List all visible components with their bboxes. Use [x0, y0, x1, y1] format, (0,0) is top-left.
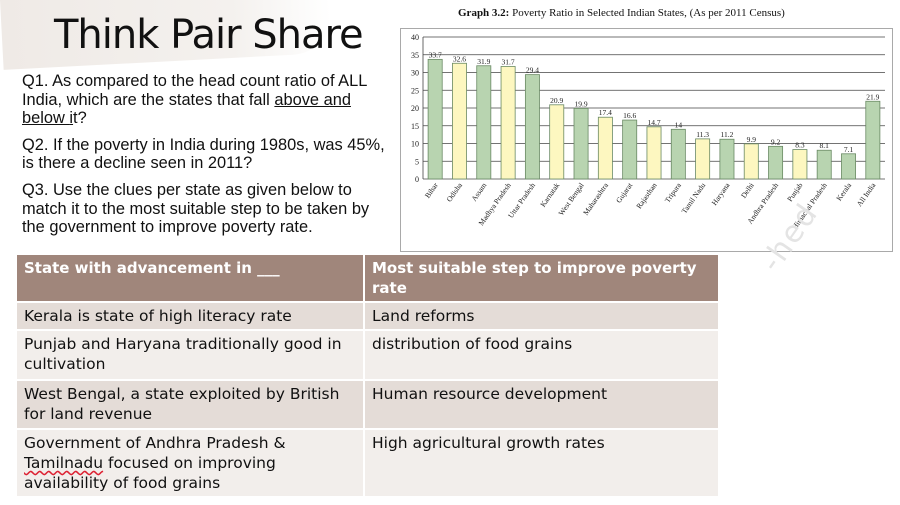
bar [549, 104, 565, 180]
q1-text-end: t? [73, 109, 87, 128]
y-tick-label: 0 [415, 175, 419, 184]
bar [573, 107, 589, 180]
table-row: Government of Andhra Pradesh & Tamilnadu… [15, 428, 720, 498]
question-2: Q2. If the poverty in India during 1980s… [22, 135, 385, 173]
bar [452, 62, 467, 180]
q1-underlined-text: above and below [22, 90, 351, 128]
y-tick-label: 30 [411, 69, 419, 78]
bar-value-label: 9.9 [747, 135, 757, 144]
bar-value-label: 7.1 [844, 145, 854, 154]
table-row: Kerala is state of high literacy rate La… [15, 301, 720, 331]
bar-value-label: 16.6 [623, 111, 636, 120]
y-tick-label: 15 [411, 122, 419, 131]
y-tick-label: 5 [415, 157, 419, 166]
x-tick-label: Kerala [834, 180, 853, 202]
q1-underlined-letter: i [69, 109, 74, 128]
bar [841, 153, 856, 180]
y-tick-label: 20 [411, 104, 419, 113]
x-tick-label: Rajasthan [634, 181, 658, 211]
bar-value-label: 19.9 [574, 99, 587, 108]
table-cell-step: High agricultural growth rates [363, 428, 720, 498]
bar [695, 138, 711, 180]
question-3: Q3. Use the clues per state as given bel… [22, 180, 370, 237]
bar [622, 119, 638, 180]
table-cell-state: Punjab and Haryana traditionally good in… [15, 329, 365, 381]
y-tick-label: 10 [411, 140, 419, 149]
x-tick-label: Karnatak [538, 181, 561, 209]
table-row: West Bengal, a state exploited by Britis… [15, 379, 720, 430]
table-cell-step: Human resource development [363, 379, 720, 430]
bar-value-label: 9.2 [771, 137, 781, 146]
bar [500, 66, 516, 180]
bar-value-label: 29.4 [526, 66, 539, 75]
bar-value-label: 11.2 [721, 130, 734, 139]
bar-value-label: 17.4 [599, 108, 612, 117]
bar-value-label: 33.7 [429, 50, 442, 59]
x-tick-label: Odisha [445, 180, 465, 203]
x-tick-label: Bihar [423, 181, 440, 200]
q1-text: Q1. As compared to the head count ratio … [22, 72, 367, 109]
matching-table: State with advancement in ___ Most suita… [15, 253, 720, 498]
x-tick-label: Maharashtra [581, 180, 610, 216]
bar-value-label: 14 [675, 120, 683, 129]
table-header-row: State with advancement in ___ Most suita… [15, 253, 720, 303]
bar [476, 65, 492, 180]
x-tick-label: All India [855, 180, 878, 208]
bar-value-label: 31.9 [477, 57, 490, 66]
x-tick-label: Tripura [663, 180, 684, 204]
chart-caption-label: Graph 3.2: [458, 7, 510, 19]
table-cell-state: West Bengal, a state exploited by Britis… [15, 379, 365, 430]
y-tick-label: 40 [411, 33, 419, 42]
bar-value-label: 21.9 [866, 92, 879, 101]
bar [743, 143, 759, 180]
x-tick-label: Gujarat [614, 180, 635, 204]
bar [427, 58, 443, 180]
table-cell-step: distribution of food grains [363, 329, 720, 381]
spellcheck-underlined-word: Tamilnadu [24, 454, 104, 472]
table-cell-state: Government of Andhra Pradesh & Tamilnadu… [15, 428, 365, 498]
chart-caption: Graph 3.2: Poverty Ratio in Selected Ind… [458, 7, 785, 19]
bar-value-label: 20.9 [550, 96, 563, 105]
bar-value-label: 32.6 [453, 54, 466, 63]
bar [524, 74, 540, 180]
table-cell-state: Kerala is state of high literacy rate [15, 301, 365, 331]
bar-value-label: 8.3 [795, 141, 805, 150]
bar [792, 149, 808, 180]
slide-title: Think Pair Share [54, 12, 364, 58]
poverty-chart-frame: 0 5 10 15 20 25 30 35 40 33.7 Bihar 32.6 Odisha 31.9 A… [400, 28, 893, 252]
bar [768, 145, 784, 180]
table-header-step: Most suitable step to improve poverty ra… [363, 253, 720, 303]
y-tick-label: 25 [411, 86, 419, 95]
cell-text: Government of Andhra Pradesh & [24, 434, 286, 452]
x-tick-label: Assam [469, 181, 488, 203]
x-tick-label: Haryana [710, 180, 732, 207]
table-row: Punjab and Haryana traditionally good in… [15, 329, 720, 381]
bar [816, 149, 832, 180]
bar-value-label: 31.7 [502, 57, 515, 66]
table-header-state: State with advancement in ___ [15, 253, 365, 303]
cell-text-end: focused on improving availability of foo… [24, 454, 276, 492]
bar-value-label: 14.7 [647, 118, 660, 127]
x-tick-label: Tamil Nadu [680, 181, 708, 215]
questions-block: Q1. As compared to the head count ratio … [22, 72, 387, 245]
table-cell-step: Land reforms [363, 301, 720, 331]
bar [597, 116, 613, 180]
poverty-bar-chart: 0 5 10 15 20 25 30 35 40 33.7 Bihar 32.6 Odisha 31.9 A… [411, 33, 885, 231]
x-tick-label: Delhi [739, 181, 756, 200]
bar-value-label: 11.3 [696, 130, 709, 139]
bar-value-label: 8.1 [820, 141, 830, 150]
bar [719, 138, 735, 180]
y-tick-label: 35 [411, 51, 419, 60]
bar [646, 126, 662, 180]
bar [865, 100, 881, 180]
bar [670, 128, 686, 180]
chart-caption-text: Poverty Ratio in Selected Indian States,… [509, 7, 785, 19]
question-1: Q1. As compared to the head count ratio … [22, 72, 387, 128]
